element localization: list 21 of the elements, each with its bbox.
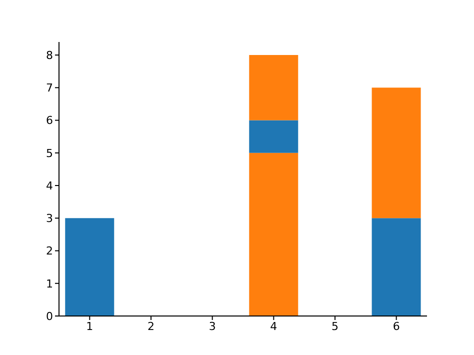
x-tick-label: 4 [270,320,278,333]
y-tick-label: 4 [46,179,53,192]
y-tick-label: 6 [46,114,53,128]
x-tick-label: 2 [148,320,154,333]
bar [372,88,421,218]
bar [249,55,298,120]
bar [65,218,114,316]
y-tick-label: 5 [46,146,53,160]
y-tick-label: 8 [46,48,53,62]
y-tick-label: 1 [46,277,53,290]
bar [372,218,421,316]
x-tick-label: 6 [392,320,400,333]
y-tick-label: 2 [46,244,53,258]
x-tick-label: 5 [332,320,338,333]
bar [249,152,298,316]
x-tick-label: 1 [86,320,94,333]
y-tick-label: 7 [46,82,53,95]
x-tick-label: 3 [208,320,216,333]
bar [249,120,298,153]
y-tick-label: 0 [46,310,53,323]
y-tick-label: 3 [46,212,53,226]
